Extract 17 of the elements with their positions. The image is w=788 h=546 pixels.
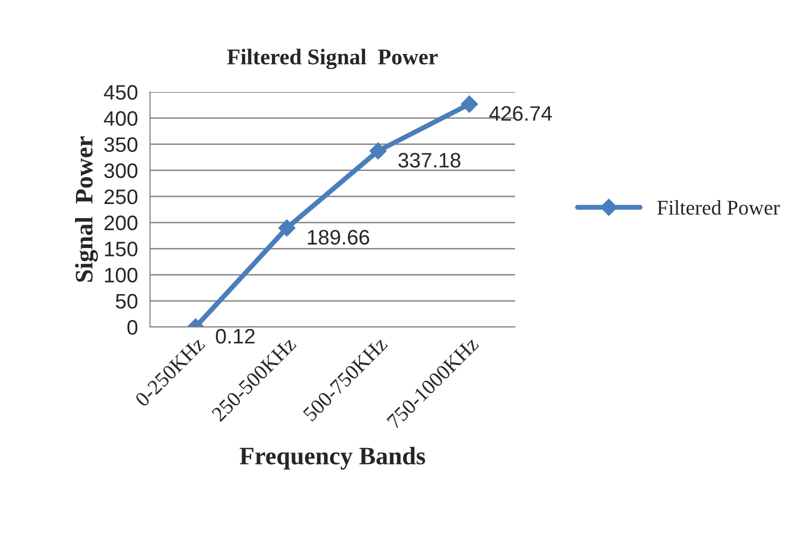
x-axis-title: Frequency Bands <box>240 446 426 470</box>
y-tick-label: 350 <box>104 137 138 152</box>
y-axis-title: Signal Power <box>75 136 98 282</box>
y-tick-label: 0 <box>127 320 138 335</box>
y-tick-label: 200 <box>104 216 138 230</box>
y-tick-label: 150 <box>105 242 138 256</box>
legend-label: Filtered Power <box>657 200 780 215</box>
y-tick-label: 250 <box>104 189 138 204</box>
y-tick-label: 100 <box>105 268 138 283</box>
data-label: 426.74 <box>489 106 552 121</box>
y-tick-label: 400 <box>104 111 138 126</box>
y-tick-label: 50 <box>116 294 138 309</box>
y-tick-label: 300 <box>104 163 138 178</box>
chart-title: Filtered Signal Power <box>227 48 438 70</box>
y-tick-label: 450 <box>104 85 138 100</box>
data-label: 189.66 <box>308 230 370 245</box>
data-label: 337.18 <box>398 152 460 168</box>
